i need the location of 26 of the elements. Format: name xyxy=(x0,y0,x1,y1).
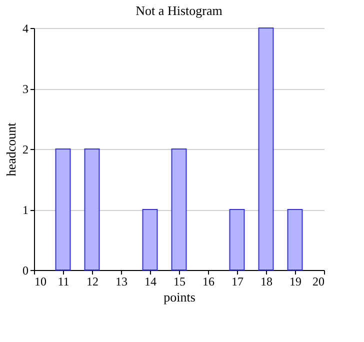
x-tick-label: 15 xyxy=(174,274,186,288)
bar xyxy=(84,148,100,270)
bar xyxy=(171,148,187,270)
bar xyxy=(287,209,303,270)
bar xyxy=(55,148,71,270)
x-tick-label: 16 xyxy=(202,274,214,288)
x-axis-title: points xyxy=(164,290,196,304)
y-tick-label: 2 xyxy=(22,142,28,156)
bar xyxy=(142,209,158,270)
x-tick-label: 11 xyxy=(58,274,70,288)
x-tick-label: 12 xyxy=(86,274,98,288)
y-tick-label: 3 xyxy=(22,82,28,96)
x-tick-label: 18 xyxy=(260,274,272,288)
y-tick-label: 1 xyxy=(22,203,28,217)
bar xyxy=(258,28,274,270)
x-tick-label: 13 xyxy=(116,274,128,288)
y-tick-label: 4 xyxy=(22,22,28,36)
y-tick-label: 0 xyxy=(22,264,28,278)
x-tick-label: 10 xyxy=(34,274,46,288)
x-tick-label: 20 xyxy=(312,274,324,288)
bar xyxy=(229,209,245,270)
chart-title: Not a Histogram xyxy=(136,3,222,18)
x-tick-label: 19 xyxy=(290,274,302,288)
x-tick-label: 17 xyxy=(232,274,244,288)
y-axis-title: headcount xyxy=(4,122,18,176)
x-tick-label: 14 xyxy=(144,274,156,288)
